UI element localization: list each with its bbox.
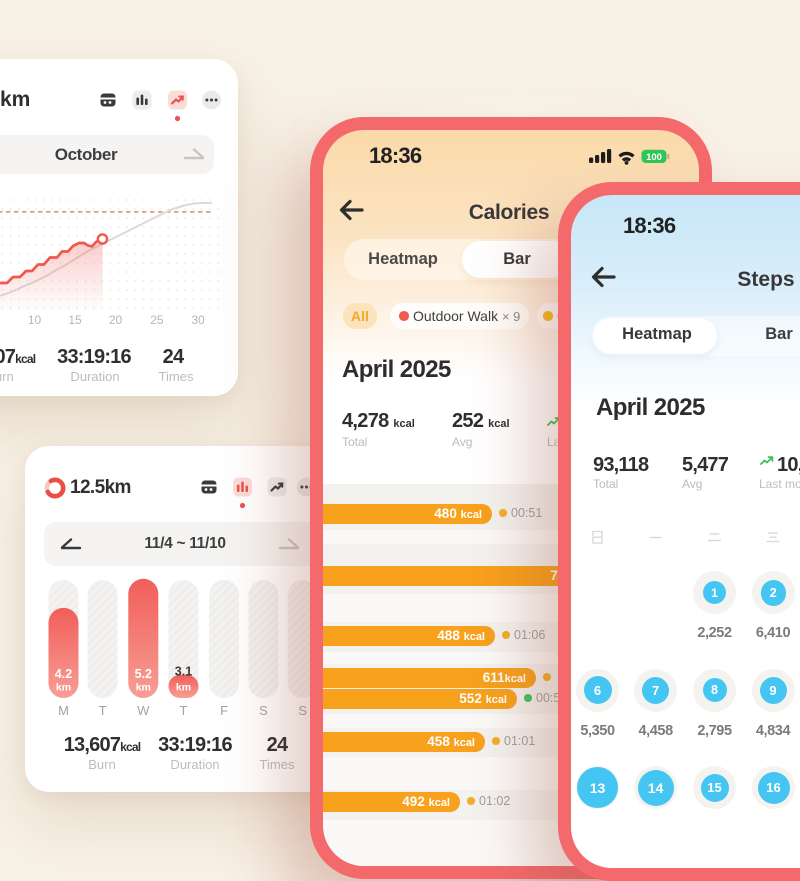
svg-text:S: S bbox=[298, 703, 307, 718]
svg-text:30: 30 bbox=[191, 313, 205, 327]
svg-text:25: 25 bbox=[150, 313, 164, 327]
svg-text:5.2: 5.2 bbox=[135, 667, 152, 681]
svg-text:20: 20 bbox=[109, 313, 123, 327]
svg-text:km: km bbox=[176, 682, 191, 694]
svg-text:100: 100 bbox=[646, 152, 662, 163]
svg-text:M: M bbox=[58, 703, 69, 718]
svg-text:S: S bbox=[259, 703, 268, 718]
svg-text:km: km bbox=[136, 682, 151, 694]
svg-text:km: km bbox=[56, 682, 71, 694]
svg-text:3.1: 3.1 bbox=[175, 665, 192, 679]
svg-text:W: W bbox=[137, 703, 150, 718]
svg-text:4.2: 4.2 bbox=[55, 667, 72, 681]
svg-text:10: 10 bbox=[28, 313, 42, 327]
svg-text:T: T bbox=[99, 703, 107, 718]
svg-text:15: 15 bbox=[68, 313, 82, 327]
svg-text:F: F bbox=[220, 703, 228, 718]
svg-text:T: T bbox=[180, 703, 188, 718]
